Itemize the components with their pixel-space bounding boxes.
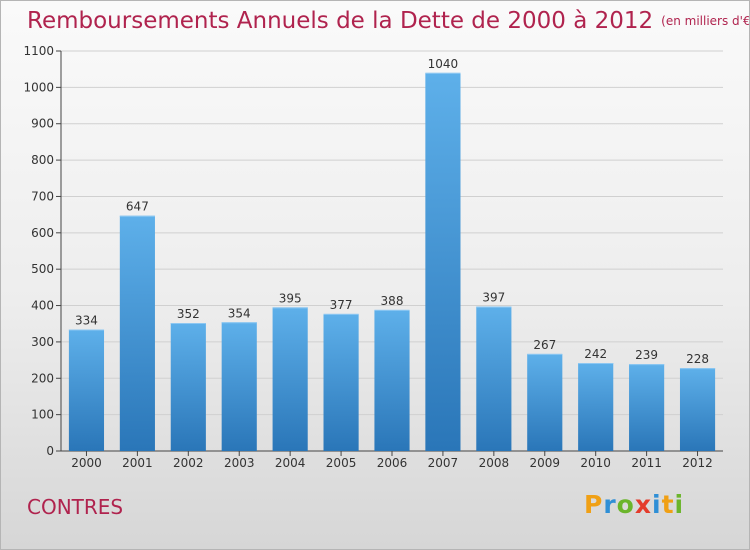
bar	[374, 309, 410, 451]
bar	[119, 215, 155, 451]
axes: 0 100 200 300 400 500 600 700 800 900 1000 1100 2000…	[23, 44, 723, 470]
x-tick-label: 2008	[479, 456, 510, 470]
x-tick-label: 2006	[377, 456, 408, 470]
y-tick-label: 1000	[23, 80, 54, 94]
y-tick-label: 300	[31, 335, 54, 349]
logo-letter: x	[634, 490, 652, 519]
y-tick-label: 200	[31, 371, 54, 385]
logo-letter: i	[674, 490, 685, 519]
data-label: 395	[279, 291, 302, 305]
x-tick-label: 2012	[682, 456, 713, 470]
x-tick-label: 2002	[173, 456, 204, 470]
bar	[272, 307, 308, 451]
x-tick-label: 2009	[529, 456, 560, 470]
data-label: 1040	[428, 57, 459, 71]
bar	[425, 72, 461, 452]
x-tick-label: 2000	[71, 456, 102, 470]
data-label: 334	[75, 314, 98, 328]
commune-name: CONTRES	[27, 495, 124, 519]
logo-letter: i	[652, 490, 662, 519]
data-label: 354	[228, 306, 251, 320]
bar	[221, 322, 257, 451]
y-tick-label: 0	[46, 444, 54, 458]
proxiti-logo[interactable]: Proxiti	[584, 490, 684, 519]
logo-letter: P	[584, 490, 604, 519]
y-tick-label: 700	[31, 189, 54, 203]
bar	[476, 306, 512, 451]
data-label: 647	[126, 200, 149, 214]
y-tick-label: 400	[31, 299, 54, 313]
y-tick-label: 500	[31, 262, 54, 276]
data-label: 397	[482, 291, 505, 305]
data-label: 267	[533, 338, 556, 352]
x-tick-label: 2007	[428, 456, 459, 470]
y-tick-label: 100	[31, 408, 54, 422]
x-tick-label: 2001	[122, 456, 153, 470]
y-tick-label: 800	[31, 153, 54, 167]
bar	[68, 329, 105, 451]
y-tick-label: 600	[31, 226, 54, 240]
chart-title: Remboursements Annuels de la Dette de 20…	[27, 8, 750, 34]
logo-letter: o	[616, 490, 635, 519]
bar	[629, 364, 665, 451]
x-tick-label: 2004	[275, 456, 306, 470]
bar	[679, 368, 716, 451]
data-label: 242	[584, 347, 607, 361]
x-tick-label: 2003	[224, 456, 255, 470]
data-label: 377	[330, 298, 353, 312]
x-tick-label: 2005	[326, 456, 357, 470]
data-label: 228	[686, 352, 709, 366]
data-label: 388	[381, 294, 404, 308]
x-tick-label: 2010	[580, 456, 611, 470]
chart-subtitle: (en milliers d'€)	[661, 14, 750, 28]
logo-letter: r	[603, 490, 617, 519]
bar	[527, 353, 563, 451]
bar	[578, 363, 614, 451]
y-tick-label: 900	[31, 117, 54, 131]
bar	[323, 313, 359, 451]
x-tick-label: 2011	[631, 456, 662, 470]
bar	[170, 323, 206, 451]
data-label: 239	[635, 348, 658, 362]
chart-title-text: Remboursements Annuels de la Dette de 20…	[27, 8, 654, 34]
data-labels: 334 647 352 354 395 377 388 1040 397 267 242 239 228	[75, 57, 709, 366]
y-tick-label: 1100	[23, 44, 54, 58]
bars	[68, 72, 716, 452]
logo-letter: t	[661, 490, 675, 519]
data-label: 352	[177, 307, 200, 321]
